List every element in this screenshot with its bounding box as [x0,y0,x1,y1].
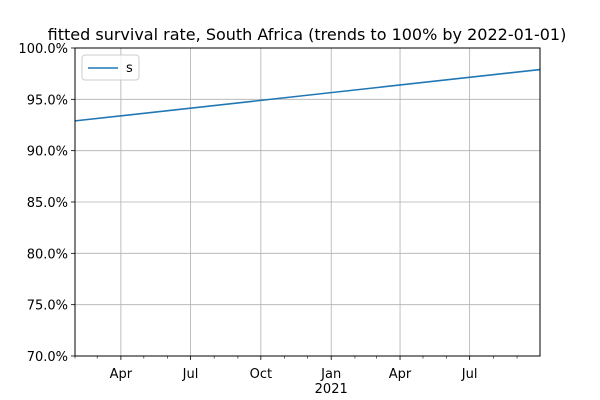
x-axis: Apr Jul Oct Jan Apr Jul 2021 [74,356,518,397]
grid [75,47,540,357]
x-tick-label: Jul [461,367,478,382]
x-year-label: 2021 [315,382,348,397]
legend: s [81,54,140,81]
chart-title: fitted survival rate, South Africa (tren… [48,25,567,44]
y-tick-label: 90.0% [27,145,68,160]
y-tick-label: 95.0% [27,93,68,108]
y-tick-label: 75.0% [27,299,68,314]
y-tick-label: 80.0% [27,247,68,262]
x-tick-label: Oct [250,367,272,382]
x-tick-label: Jul [182,367,199,382]
series-layer [74,68,541,122]
y-axis: 70.0% 75.0% 80.0% 85.0% 90.0% 95.0% 100.0% [18,42,75,365]
y-tick-label: 100.0% [18,42,68,57]
series-line-s [74,68,541,122]
y-tick-label: 70.0% [27,350,68,365]
x-tick-label: Apr [110,367,133,382]
x-tick-label: Jan [320,367,341,382]
x-tick-label: Apr [389,367,412,382]
legend-label: s [126,61,133,76]
y-tick-label: 85.0% [27,196,68,211]
